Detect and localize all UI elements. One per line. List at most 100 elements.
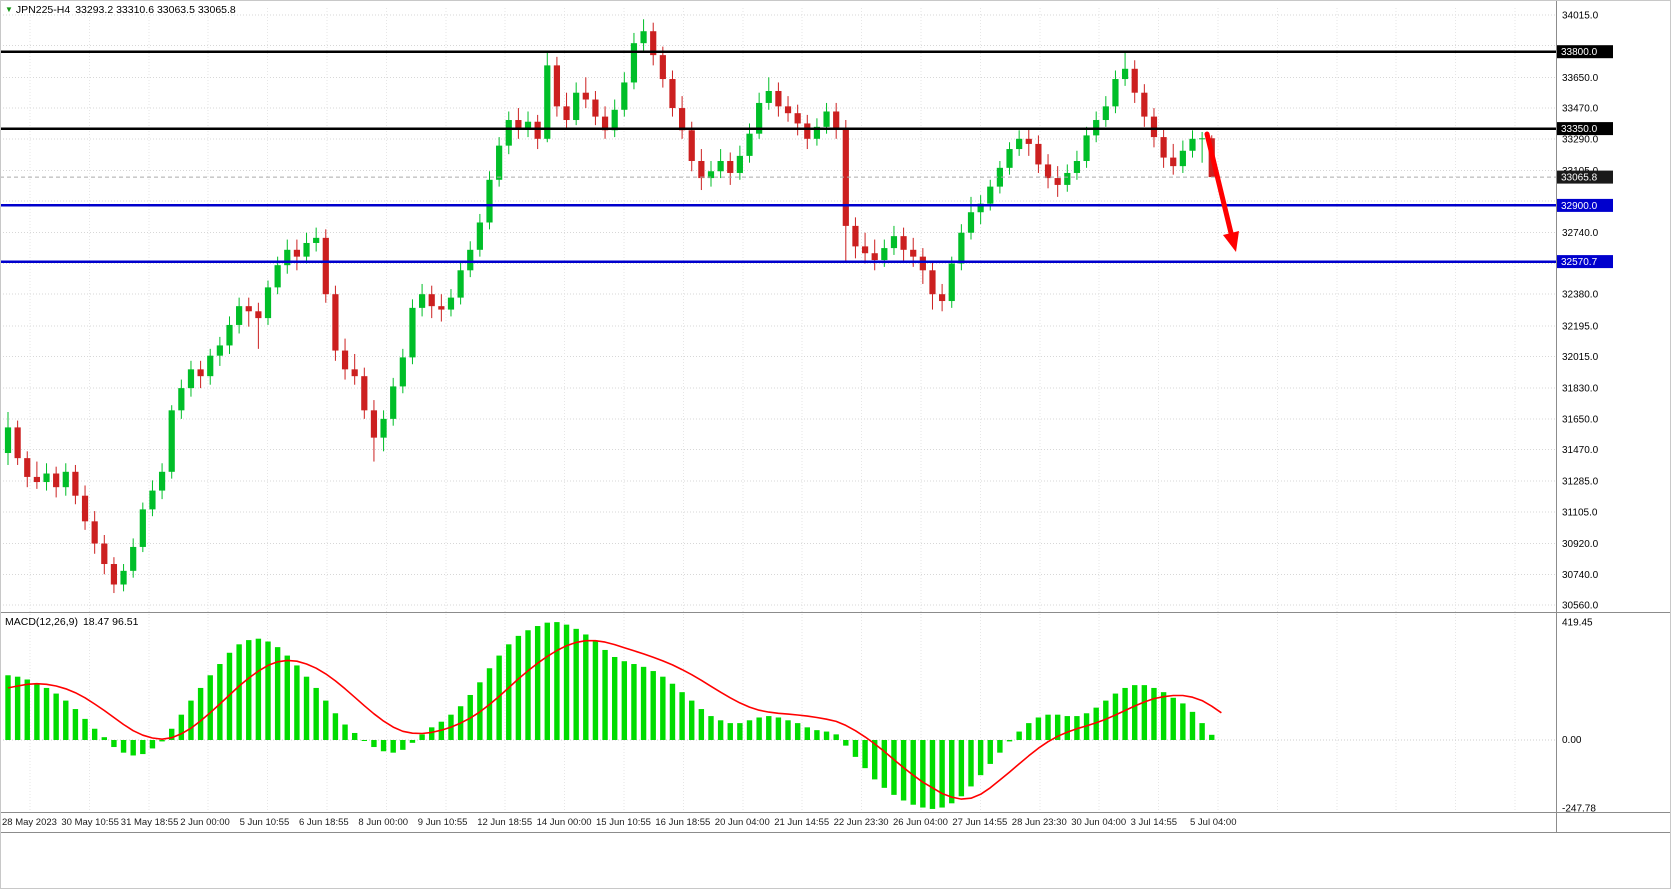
time-axis-label: 6 Jun 18:55 [299, 817, 349, 828]
macd-bar [939, 740, 945, 808]
macd-bar [708, 716, 714, 740]
macd-bar [120, 740, 127, 753]
macd-bar [872, 740, 878, 780]
candle-body [842, 128, 849, 226]
macd-bar [130, 740, 136, 756]
macd-bar [689, 700, 695, 740]
macd-bar [525, 630, 531, 740]
macd-bar [1160, 692, 1167, 740]
candle-body [399, 357, 406, 387]
candle-body [1112, 79, 1119, 107]
time-axis-label: 15 Jun 10:55 [596, 817, 651, 828]
macd-bar [583, 634, 589, 740]
candle-body [1121, 68, 1129, 80]
candle-body [81, 495, 89, 522]
candle-body [804, 123, 811, 139]
macd-tick-label: -247.78 [1562, 804, 1596, 815]
candle-body [958, 232, 965, 264]
candle-body [53, 473, 60, 488]
macd-bar [34, 683, 40, 740]
candle-body [226, 324, 233, 346]
macd-bar [949, 740, 955, 804]
macd-bar [852, 740, 859, 757]
price-tick-label: 32195.0 [1562, 321, 1599, 332]
candle-body [765, 90, 772, 103]
macd-bar [843, 740, 849, 746]
candle-body [582, 92, 589, 100]
macd-bar [833, 734, 839, 740]
candle-body [255, 311, 262, 319]
trend-arrow-shaft[interactable] [1204, 131, 1234, 236]
macd-bar [804, 727, 810, 740]
candle-body [33, 476, 40, 483]
price-badge-label: 33350.0 [1561, 124, 1598, 135]
candle-body [110, 564, 118, 585]
candle-body [823, 111, 830, 127]
time-axis-label: 21 Jun 14:55 [774, 817, 829, 828]
candle-body [303, 242, 310, 257]
macd-bar [101, 737, 107, 740]
candle-body [476, 222, 483, 250]
macd-bar [197, 687, 204, 740]
macd-bar [246, 640, 252, 740]
price-badge [1557, 255, 1613, 269]
candle-body [746, 133, 753, 156]
macd-bar [968, 740, 974, 787]
macd-bar [900, 740, 907, 801]
price-tick-label: 32015.0 [1562, 352, 1599, 363]
time-axis-label: 5 Jun 10:55 [240, 817, 290, 828]
macd-bar [5, 675, 11, 740]
candle-body [351, 369, 358, 377]
macd-bar [43, 687, 50, 740]
macd-bar [958, 740, 965, 797]
trend-arrow-head[interactable] [1223, 231, 1239, 252]
candle-body [967, 212, 975, 233]
price-badge-label: 32570.7 [1561, 257, 1598, 268]
macd-values: 18.47 96.51 [82, 616, 139, 628]
macd-bar [1151, 687, 1157, 740]
price-tick-label: 31650.0 [1562, 414, 1599, 425]
macd-bar [72, 709, 79, 740]
macd-bar [1132, 685, 1138, 740]
candle-body [688, 130, 695, 162]
candle-body [861, 246, 869, 254]
macd-bar [361, 740, 368, 741]
price-tick-label: 31470.0 [1562, 445, 1599, 456]
candle-body [563, 106, 570, 121]
candle-body [794, 113, 801, 124]
price-axis-background [1557, 0, 1671, 889]
time-axis-label: 8 Jun 00:00 [358, 817, 408, 828]
macd-bar [756, 717, 762, 740]
candlesticks [4, 19, 1215, 594]
candle-body [130, 546, 137, 571]
macd-bar [534, 626, 541, 740]
candle-body [341, 350, 349, 370]
candle-body [1131, 68, 1138, 93]
candle-body [948, 263, 955, 302]
macd-bar [717, 720, 724, 740]
candle-body [698, 161, 705, 179]
macd-bar [1093, 707, 1099, 740]
candle-body [659, 55, 666, 80]
price-badge-label: 32900.0 [1561, 201, 1598, 212]
candle-body [573, 92, 580, 121]
price-badge-label: 33065.8 [1561, 173, 1598, 184]
candle-body [630, 43, 638, 83]
time-axis-label: 12 Jun 18:55 [477, 817, 532, 828]
time-axis-label: 14 Jun 00:00 [537, 817, 592, 828]
macd-bar [274, 647, 281, 740]
macd-bar [265, 641, 271, 740]
candle-body [707, 171, 715, 179]
price-tick-label: 30920.0 [1562, 539, 1599, 550]
candle-body [939, 294, 946, 302]
price-tick-label: 31105.0 [1562, 507, 1598, 518]
candle-body [717, 161, 724, 172]
macd-bar [332, 713, 339, 740]
macd-bar [1199, 723, 1205, 740]
macd-bar [766, 716, 772, 740]
candle-body [977, 203, 984, 213]
macd-bar [881, 740, 888, 788]
macd-bar [987, 740, 993, 764]
price-badge [1557, 170, 1613, 184]
